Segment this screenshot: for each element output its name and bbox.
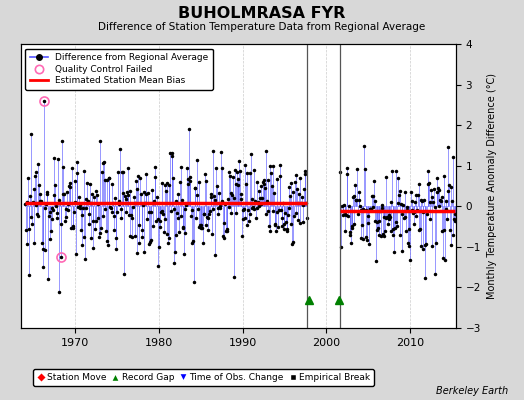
Y-axis label: Monthly Temperature Anomaly Difference (°C): Monthly Temperature Anomaly Difference (… xyxy=(486,73,497,299)
Text: Berkeley Earth: Berkeley Earth xyxy=(436,386,508,396)
Legend: Station Move, Record Gap, Time of Obs. Change, Empirical Break: Station Move, Record Gap, Time of Obs. C… xyxy=(34,370,374,386)
Text: Difference of Station Temperature Data from Regional Average: Difference of Station Temperature Data f… xyxy=(99,22,425,32)
Text: BUHOLMRASA FYR: BUHOLMRASA FYR xyxy=(178,6,346,21)
